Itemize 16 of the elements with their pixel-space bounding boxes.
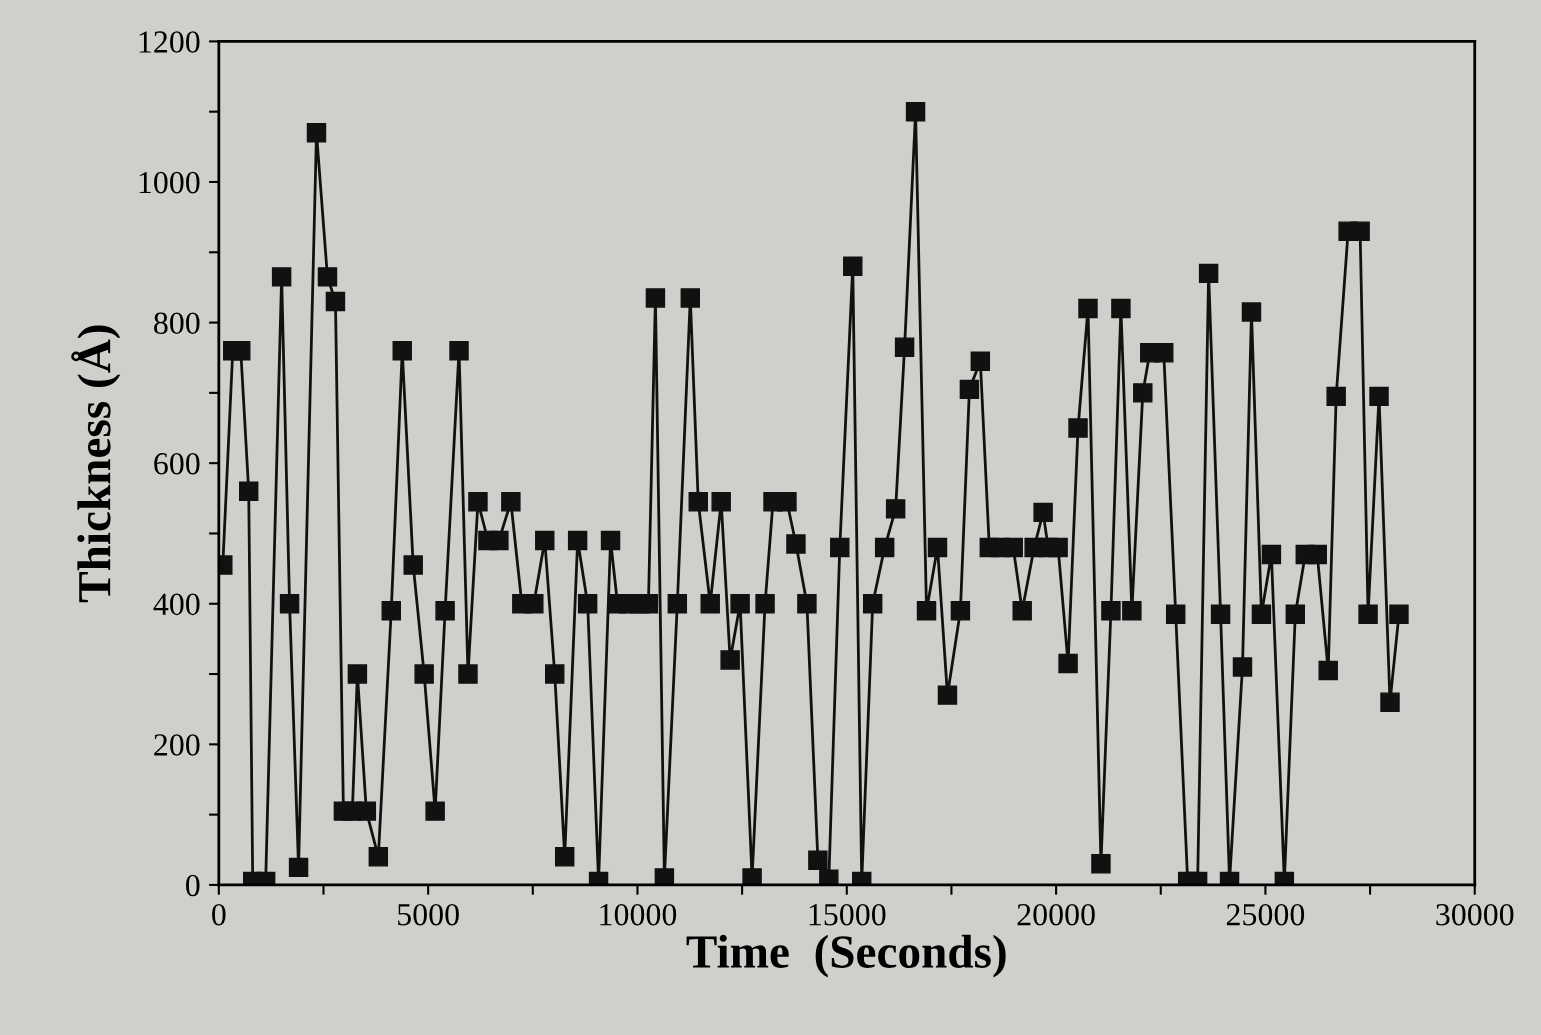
y-tick-label: 1200 <box>139 31 200 53</box>
x-tick-label: 10000 <box>600 903 677 926</box>
y-axis-title: Thickness (Å) <box>71 325 121 603</box>
x-tick-label: 20000 <box>1017 903 1095 926</box>
y-tick-label: 0 <box>186 874 200 897</box>
y-tick-label: 200 <box>154 734 200 756</box>
x-tick-label: 30000 <box>1436 903 1514 926</box>
x-axis-title: Time (Seconds) <box>686 934 1006 978</box>
y-tick-label: 600 <box>154 453 200 475</box>
x-tick-label: 15000 <box>809 903 886 926</box>
y-tick-label: 400 <box>153 593 200 616</box>
x-tick-label: 5000 <box>398 903 459 926</box>
y-tick-label: 800 <box>154 312 200 334</box>
x-tick-label: 25000 <box>1226 903 1305 926</box>
y-tick-label: 1000 <box>139 171 200 194</box>
x-tick-label: 0 <box>212 903 226 926</box>
